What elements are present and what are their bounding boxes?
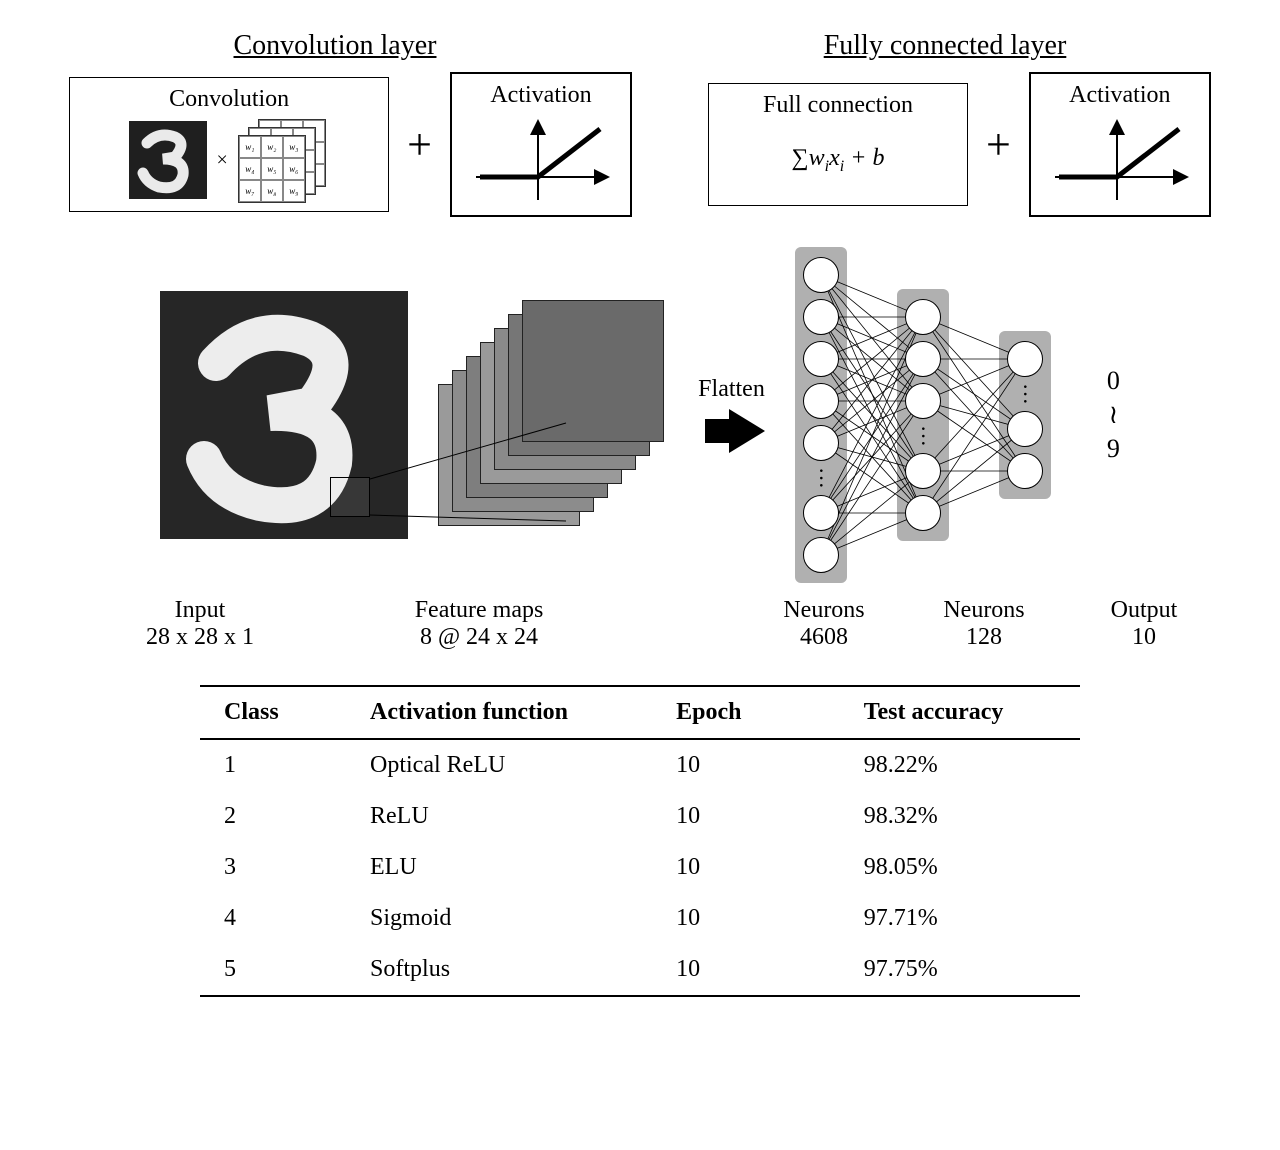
relu-plot-icon — [1045, 115, 1195, 205]
table-cell: 97.71% — [840, 893, 1080, 944]
feature-maps-block — [438, 300, 668, 530]
table-header: Class — [200, 686, 346, 739]
relu-plot-icon — [466, 115, 616, 205]
neuron — [803, 537, 839, 573]
table-cell: 2 — [200, 791, 346, 842]
table-row: 3ELU1098.05% — [200, 842, 1080, 893]
nn-area: ··· ··· ··· 0≀9 — [795, 247, 1120, 583]
input-caption-2: 28 x 28 x 1 — [76, 624, 324, 651]
table-cell: Softplus — [346, 944, 652, 996]
table-cell: 4 — [200, 893, 346, 944]
fc-box-title: Full connection — [723, 92, 953, 119]
fmap-caption-1: Feature maps — [364, 597, 594, 624]
neuron — [1007, 453, 1043, 489]
table-cell: 10 — [652, 739, 840, 791]
vdots-icon: ··· — [817, 467, 825, 489]
neuron — [905, 495, 941, 531]
table-cell: ReLU — [346, 791, 652, 842]
mnist-thumb — [129, 121, 207, 199]
mnist-input-image — [160, 291, 408, 539]
feature-map — [522, 300, 664, 442]
layer2-caption-1: Neurons — [924, 597, 1044, 624]
table-cell: 98.32% — [840, 791, 1080, 842]
results-table: ClassActivation functionEpochTest accura… — [200, 685, 1080, 997]
table-header: Activation function — [346, 686, 652, 739]
caption-row: Input 28 x 28 x 1 Feature maps 8 @ 24 x … — [30, 597, 1250, 651]
feature-map-stack — [438, 300, 668, 530]
table-header: Test accuracy — [840, 686, 1080, 739]
conv-layer-title: Convolution layer — [75, 30, 595, 62]
neuron — [1007, 411, 1043, 447]
table-cell: 10 — [652, 944, 840, 996]
table-cell: ELU — [346, 842, 652, 893]
activation-title-2: Activation — [1045, 82, 1195, 109]
section-titles: Convolution layer Fully connected layer — [30, 30, 1250, 62]
kernel-stack: w₁w₂w₃w₄w₅w₆w₇w₈w₉ — [238, 119, 330, 201]
layer3-caption-1: Output — [1084, 597, 1204, 624]
kernel-grid: w₁w₂w₃w₄w₅w₆w₇w₈w₉ — [238, 135, 306, 203]
plus-icon: + — [407, 119, 432, 170]
neuron — [905, 383, 941, 419]
layer3-caption-2: 10 — [1084, 624, 1204, 651]
layer1-caption-2: 4608 — [764, 624, 884, 651]
nn-layer-1: ··· — [897, 289, 949, 541]
vdots-icon: ··· — [919, 425, 927, 447]
times-symbol: × — [213, 149, 232, 172]
table-row: 5Softplus1097.75% — [200, 944, 1080, 996]
activation-title-1: Activation — [466, 82, 616, 109]
table-cell: Optical ReLU — [346, 739, 652, 791]
full-connection-box: Full connection ∑wixi + b — [708, 83, 968, 207]
neuron — [803, 383, 839, 419]
neuron — [905, 299, 941, 335]
convolution-box-title: Convolution — [84, 86, 374, 113]
table-row: 1Optical ReLU1098.22% — [200, 739, 1080, 791]
convolution-box: Convolution × w₁w₂w₃w₄w₅w₆w₇w₈w₉ — [69, 77, 389, 212]
output-range-label: 0≀9 — [1107, 366, 1120, 464]
flatten-label: Flatten — [698, 376, 765, 403]
input-caption-1: Input — [76, 597, 324, 624]
table-row: 4Sigmoid1097.71% — [200, 893, 1080, 944]
neuron — [803, 299, 839, 335]
layer2-caption-2: 128 — [924, 624, 1044, 651]
arrow-right-icon — [729, 409, 765, 453]
table-cell: 10 — [652, 791, 840, 842]
table-cell: 98.22% — [840, 739, 1080, 791]
neuron — [803, 257, 839, 293]
table-cell: 1 — [200, 739, 346, 791]
nn-layer-2: ··· — [999, 331, 1051, 499]
neuron — [905, 453, 941, 489]
neuron — [1007, 341, 1043, 377]
table-cell: 10 — [652, 842, 840, 893]
architecture-row: Flatten ··· ··· ··· 0≀9 — [30, 247, 1250, 583]
nn-layer-0: ··· — [795, 247, 847, 583]
top-row: Convolution × w₁w₂w₃w₄w₅w₆w₇w₈w₉ + Activ… — [30, 72, 1250, 217]
table-cell: 3 — [200, 842, 346, 893]
neuron — [803, 425, 839, 461]
fmap-caption-2: 8 @ 24 x 24 — [364, 624, 594, 651]
table-cell: 5 — [200, 944, 346, 996]
fc-formula: ∑wixi + b — [723, 125, 953, 196]
table-cell: Sigmoid — [346, 893, 652, 944]
table-row: 2ReLU1098.32% — [200, 791, 1080, 842]
plus-icon-2: + — [986, 119, 1011, 170]
neuron — [803, 341, 839, 377]
neuron — [803, 495, 839, 531]
table-cell: 10 — [652, 893, 840, 944]
table-cell: 97.75% — [840, 944, 1080, 996]
flatten-block: Flatten — [698, 376, 765, 453]
table-cell: 98.05% — [840, 842, 1080, 893]
input-block — [160, 291, 408, 539]
vdots-icon: ··· — [1021, 383, 1029, 405]
activation-box-fc: Activation — [1029, 72, 1211, 217]
activation-box-conv: Activation — [450, 72, 632, 217]
neuron — [905, 341, 941, 377]
table-header: Epoch — [652, 686, 840, 739]
fc-layer-title: Fully connected layer — [685, 30, 1205, 62]
layer1-caption-1: Neurons — [764, 597, 884, 624]
